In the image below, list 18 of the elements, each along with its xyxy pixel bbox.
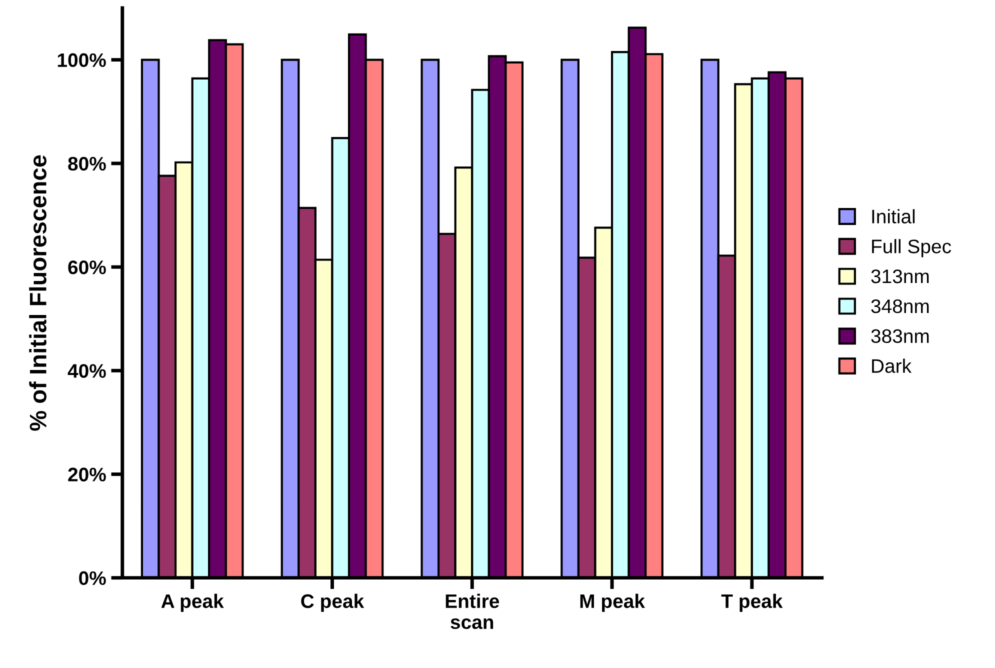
legend-label: 383nm xyxy=(871,329,929,344)
y-tick-label: 80% xyxy=(68,156,106,171)
y-tick-label: 100% xyxy=(58,53,106,68)
legend-label: 313nm xyxy=(871,269,929,284)
x-tick-label: Entire scan xyxy=(446,594,500,630)
x-tick-label: A peak xyxy=(161,594,224,612)
y-axis-title: % of Initial Fluorescence xyxy=(29,155,46,431)
legend-label: Initial xyxy=(872,209,915,224)
legend-label: 348nm xyxy=(871,299,929,314)
y-tick-label: 60% xyxy=(68,260,106,274)
legend-label: Dark xyxy=(872,358,912,373)
y-tick-label: 40% xyxy=(68,364,106,378)
x-tick-label: C peak xyxy=(301,594,364,612)
x-tick-label: T peak xyxy=(721,594,783,612)
legend-label: Full Spec xyxy=(872,239,952,258)
y-tick-label: 20% xyxy=(68,468,106,482)
y-tick-label: 0% xyxy=(79,571,106,586)
x-tick-label: M peak xyxy=(580,594,646,612)
